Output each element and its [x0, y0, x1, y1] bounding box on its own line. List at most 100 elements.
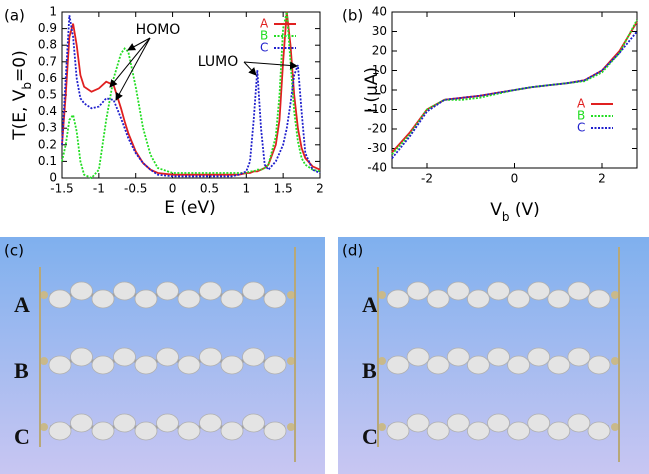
electrode-atom — [378, 423, 386, 431]
x-axis-label-part: E (eV) — [164, 198, 216, 218]
x-tick-label: 0 — [169, 182, 177, 196]
row-label: A — [14, 292, 30, 317]
orbital-lobe — [466, 355, 490, 375]
legend-label: B — [577, 109, 585, 123]
y-axis-label-part: b — [20, 82, 34, 90]
y-tick-label: 0.4 — [38, 104, 57, 118]
orbital-lobe — [547, 421, 571, 441]
y-tick-label: 0.9 — [38, 21, 57, 35]
orbital-lobe — [199, 413, 222, 433]
images: (c) A B C (d) A B C — [0, 237, 649, 474]
orbital-lobe — [70, 413, 93, 433]
orbital-lobe — [242, 347, 265, 367]
orbital-lobe — [587, 355, 611, 375]
orbital-lobe — [567, 281, 591, 301]
orbital-lobe — [156, 281, 179, 301]
y-tick-label: 30 — [372, 24, 387, 38]
annotation-arrow — [243, 61, 298, 70]
panel-label: (b) — [342, 7, 363, 25]
orbital-lobe — [446, 281, 470, 301]
orbital-lobe — [507, 289, 530, 309]
orbital-lobe — [547, 289, 571, 309]
orbital-lobe — [263, 355, 287, 375]
row-label: B — [14, 358, 29, 383]
y-tick-label: 10 — [372, 63, 387, 77]
orbital-lobe — [263, 289, 287, 309]
x-tick-label: 2 — [598, 172, 606, 186]
annotation-arrow — [243, 61, 257, 76]
orbital-lobe — [406, 347, 430, 367]
charts: 0 0.1 0.2 0.3 0.4 0.5 0.6 0.7 0.8 0.9 1 -1.5 -1 -0.5 0… — [4, 5, 638, 224]
series-line — [391, 19, 638, 155]
electrode-atom — [287, 357, 295, 365]
electrode-atom — [611, 357, 619, 365]
orbital-lobe — [426, 421, 450, 441]
orbital-lobe — [446, 347, 470, 367]
series-line — [61, 11, 321, 180]
orbital-lobe — [466, 421, 490, 441]
y-tick-label: 0.2 — [38, 137, 57, 151]
orbital-lobe — [177, 421, 201, 441]
orbital-lobe — [199, 281, 222, 301]
orbital-lobe — [177, 355, 201, 375]
orbital-lobe — [48, 421, 72, 441]
orbital-lobe — [386, 289, 410, 309]
orbital-lobe — [507, 355, 530, 375]
row-label: A — [362, 292, 378, 317]
orbital-lobe — [91, 289, 115, 309]
x-axis-label-part: V — [490, 200, 502, 220]
electrode-atom — [378, 291, 386, 299]
x-axis-label-part: b — [502, 210, 510, 224]
panel-label: (d) — [342, 242, 363, 260]
orbital-lobe — [446, 413, 470, 433]
orbital-lobe — [527, 281, 551, 301]
orbital-lobe — [177, 289, 201, 309]
y-tick-label: -40 — [367, 161, 387, 175]
orbital-lobe — [487, 281, 510, 301]
orbital-lobe — [426, 355, 450, 375]
orbital-lobe — [587, 421, 611, 441]
annotation-arrow — [127, 37, 151, 51]
x-tick-label: -2 — [421, 172, 433, 186]
x-axis-label-part: (V) — [509, 200, 539, 220]
legend-label: C — [577, 121, 585, 135]
orbital-lobe — [48, 289, 72, 309]
orbital-lobe — [91, 421, 115, 441]
molecule-image: (c) A B C — [0, 237, 325, 474]
legend-label: C — [260, 41, 268, 55]
orbital-lobe — [406, 413, 430, 433]
legend-label: A — [577, 97, 586, 111]
orbital-lobe — [113, 347, 136, 367]
orbital-lobe — [587, 289, 611, 309]
orbital-lobe — [134, 355, 158, 375]
row-label: C — [14, 424, 30, 449]
electrode-atom — [40, 423, 48, 431]
x-tick-label: -0.5 — [124, 182, 147, 196]
orbital-lobe — [70, 281, 93, 301]
x-tick-label: -1.5 — [50, 182, 73, 196]
row-label: C — [362, 424, 378, 449]
orbital-lobe — [113, 281, 136, 301]
y-tick-label: -30 — [367, 141, 387, 155]
x-tick-label: 0.5 — [200, 182, 219, 196]
molecule-image: (d) A B C — [338, 237, 649, 474]
row-label: B — [362, 358, 377, 383]
orbital-lobe — [527, 413, 551, 433]
electrode-atom — [611, 291, 619, 299]
x-tick-label: -1 — [93, 182, 105, 196]
orbital-lobe — [406, 281, 430, 301]
x-axis-label: E (eV) — [164, 198, 216, 218]
plot-frame — [61, 11, 321, 179]
orbital-lobe — [466, 289, 490, 309]
y-axis-label-part: =0) — [10, 50, 30, 82]
y-tick-label: 0.5 — [38, 88, 57, 102]
panel-label: (a) — [4, 7, 25, 25]
orbital-lobe — [386, 421, 410, 441]
orbital-lobe — [386, 355, 410, 375]
annotation-arrow — [115, 37, 151, 101]
orbital-lobe — [547, 355, 571, 375]
legend-label: A — [260, 17, 269, 31]
orbital-lobe — [242, 413, 265, 433]
